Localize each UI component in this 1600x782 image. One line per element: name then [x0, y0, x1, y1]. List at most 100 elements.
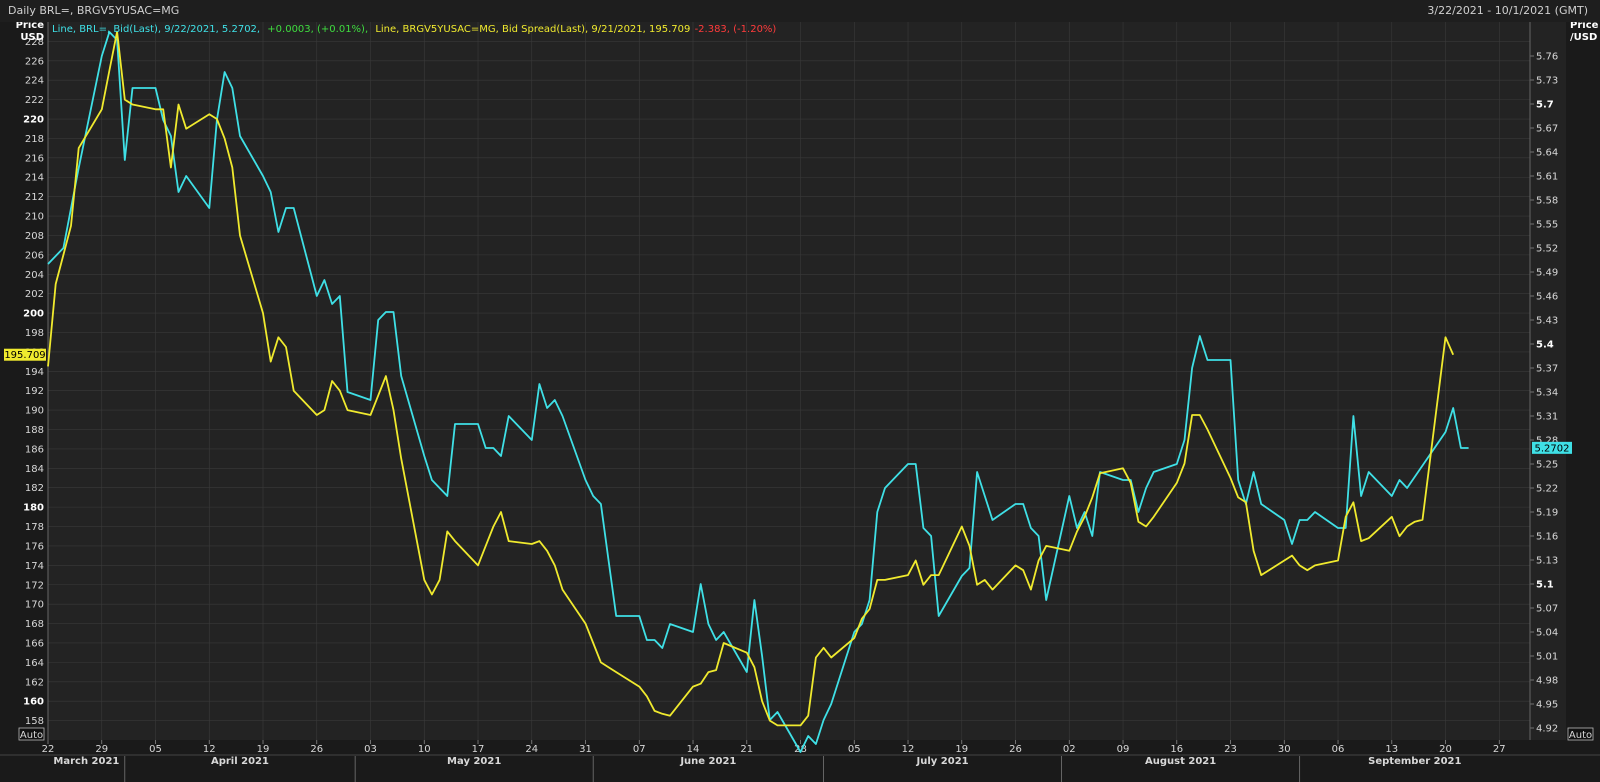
legend-spread: Line, BRGV5YUSAC=MG, Bid Spread(Last), 9…: [375, 24, 690, 35]
current-value-markers: 195.709 5.2702: [4, 348, 1572, 454]
x-tick-label: 27: [1493, 744, 1506, 755]
x-tick-label: 07: [633, 744, 646, 755]
window-titlebar: Daily BRL=, BRGV5YUSAC=MG 3/22/2021 - 10…: [0, 0, 1600, 23]
left-tick-label: 178: [25, 522, 44, 533]
right-current-value: 5.2702: [1535, 443, 1570, 454]
right-tick-label: 5.52: [1536, 244, 1558, 255]
x-tick-label: 31: [579, 744, 592, 755]
x-tick-label: 30: [1278, 744, 1291, 755]
right-tick-label: 5.67: [1536, 124, 1558, 135]
x-tick-label: 26: [1009, 744, 1022, 755]
left-tick-label: 204: [25, 270, 44, 281]
right-axis-title-2: /USD: [1570, 32, 1597, 43]
series-lines: [47, 30, 1469, 753]
left-tick-label: 202: [25, 289, 44, 300]
month-label: June 2021: [679, 756, 736, 767]
x-tick-label: 20: [1439, 744, 1452, 755]
month-label: August 2021: [1145, 756, 1216, 767]
legend: Line, BRL=, Bid(Last), 9/22/2021, 5.2702…: [52, 24, 776, 35]
legend-spread-change: -2.383, (-1.20%): [695, 24, 777, 35]
right-tick-label: 5.7: [1536, 100, 1554, 111]
x-tick-label: 12: [902, 744, 915, 755]
left-tick-label: 212: [25, 192, 44, 203]
left-tick-label: 182: [25, 483, 44, 494]
right-tick-label: 5.31: [1536, 412, 1558, 423]
right-axis: 4.92 4.95 4.98 5.01 5.04 5.07 5.1 5.13 5.16 5.19 5…: [1529, 22, 1558, 740]
right-tick-label: 4.95: [1536, 700, 1558, 711]
x-tick-label: 19: [257, 744, 270, 755]
right-auto-button[interactable]: [1567, 727, 1594, 741]
x-tick-label: 09: [1117, 744, 1130, 755]
x-tick-label: 16: [1170, 744, 1183, 755]
x-tick-label: 21: [740, 744, 753, 755]
right-tick-label: 5.25: [1536, 460, 1558, 471]
month-label: March 2021: [53, 756, 119, 767]
left-tick-label: 226: [25, 56, 44, 67]
legend-brl: Line, BRL=, Bid(Last), 9/22/2021, 5.2702…: [52, 24, 260, 35]
right-tick-label: 5.28: [1536, 436, 1558, 447]
right-tick-label: 5.1: [1536, 580, 1554, 591]
right-tick-label: 5.4: [1536, 340, 1554, 351]
right-tick-label: 5.22: [1536, 484, 1558, 495]
left-tick-label: 192: [25, 386, 44, 397]
left-tick-label: 228: [25, 37, 44, 48]
left-tick-label: 176: [25, 541, 44, 552]
left-axis: 158 160 162 164 166 168 170 172 174 176 178 180 182 1…: [23, 22, 49, 740]
right-tick-label: 5.43: [1536, 316, 1558, 327]
right-tick-label: 5.16: [1536, 532, 1558, 543]
x-tick-label: 26: [310, 744, 323, 755]
x-tick-label: 06: [1332, 744, 1345, 755]
left-tick-label: 194: [25, 367, 44, 378]
x-tick-label: 05: [149, 744, 162, 755]
right-axis-title-1: Price: [1570, 22, 1599, 31]
x-tick-label: 03: [364, 744, 377, 755]
right-tick-label: 5.73: [1536, 76, 1558, 87]
chart-area[interactable]: 158 160 162 164 166 168 170 172 174 176 178 180 182 1…: [0, 22, 1600, 782]
auto-buttons[interactable]: Auto Auto: [18, 727, 1594, 741]
left-tick-label: 224: [25, 76, 44, 87]
grid: [47, 22, 1530, 740]
series-line-spread: [47, 30, 1455, 727]
right-tick-label: 5.64: [1536, 148, 1558, 159]
left-tick-label: 188: [25, 425, 44, 436]
x-tick-label: 13: [1385, 744, 1398, 755]
x-axis: 22 29 05 12 19 26 03 10 17 24 31 07 14 21 28 05 12 19 26 02…: [0, 740, 1600, 782]
left-tick-label: 216: [25, 153, 44, 164]
left-tick-label: 162: [25, 677, 44, 688]
right-tick-label: 5.34: [1536, 388, 1558, 399]
left-tick-label: 200: [23, 309, 44, 320]
left-auto-button[interactable]: [18, 727, 45, 741]
left-tick-label: 208: [25, 231, 44, 242]
left-tick-label: 170: [25, 600, 44, 611]
x-tick-label: 23: [1224, 744, 1237, 755]
right-current-value-box: [1532, 441, 1572, 454]
left-tick-label: 180: [23, 503, 44, 514]
axis-titles: Price USD Price /USD: [16, 22, 1599, 43]
x-tick-label: 14: [687, 744, 700, 755]
left-axis-title-2: USD: [20, 32, 44, 43]
month-label: September 2021: [1368, 756, 1461, 767]
x-tick-label: 22: [42, 744, 55, 755]
left-tick-label: 164: [25, 658, 44, 669]
plot-background: [48, 22, 1566, 740]
left-tick-label: 174: [25, 561, 44, 572]
x-tick-label: 28: [794, 744, 807, 755]
left-tick-label: 198: [25, 328, 44, 339]
month-label: April 2021: [211, 756, 269, 767]
x-tick-label: 24: [525, 744, 538, 755]
legend-brl-change: +0.0003, (+0.01%),: [267, 24, 368, 35]
right-tick-label: 5.55: [1536, 220, 1558, 231]
x-tick-label: 10: [418, 744, 431, 755]
right-tick-label: 5.76: [1536, 52, 1558, 63]
right-tick-label: 4.92: [1536, 724, 1558, 735]
left-tick-label: 210: [25, 212, 44, 223]
left-tick-label: 214: [25, 173, 44, 184]
left-tick-label: 184: [25, 464, 44, 475]
right-tick-label: 5.01: [1536, 652, 1558, 663]
right-tick-label: 5.19: [1536, 508, 1558, 519]
left-tick-label: 220: [23, 115, 44, 126]
left-tick-label: 190: [25, 406, 44, 417]
left-tick-label: 168: [25, 619, 44, 630]
date-range: 3/22/2021 - 10/1/2021 (GMT): [1427, 4, 1588, 17]
month-label: July 2021: [916, 756, 969, 767]
